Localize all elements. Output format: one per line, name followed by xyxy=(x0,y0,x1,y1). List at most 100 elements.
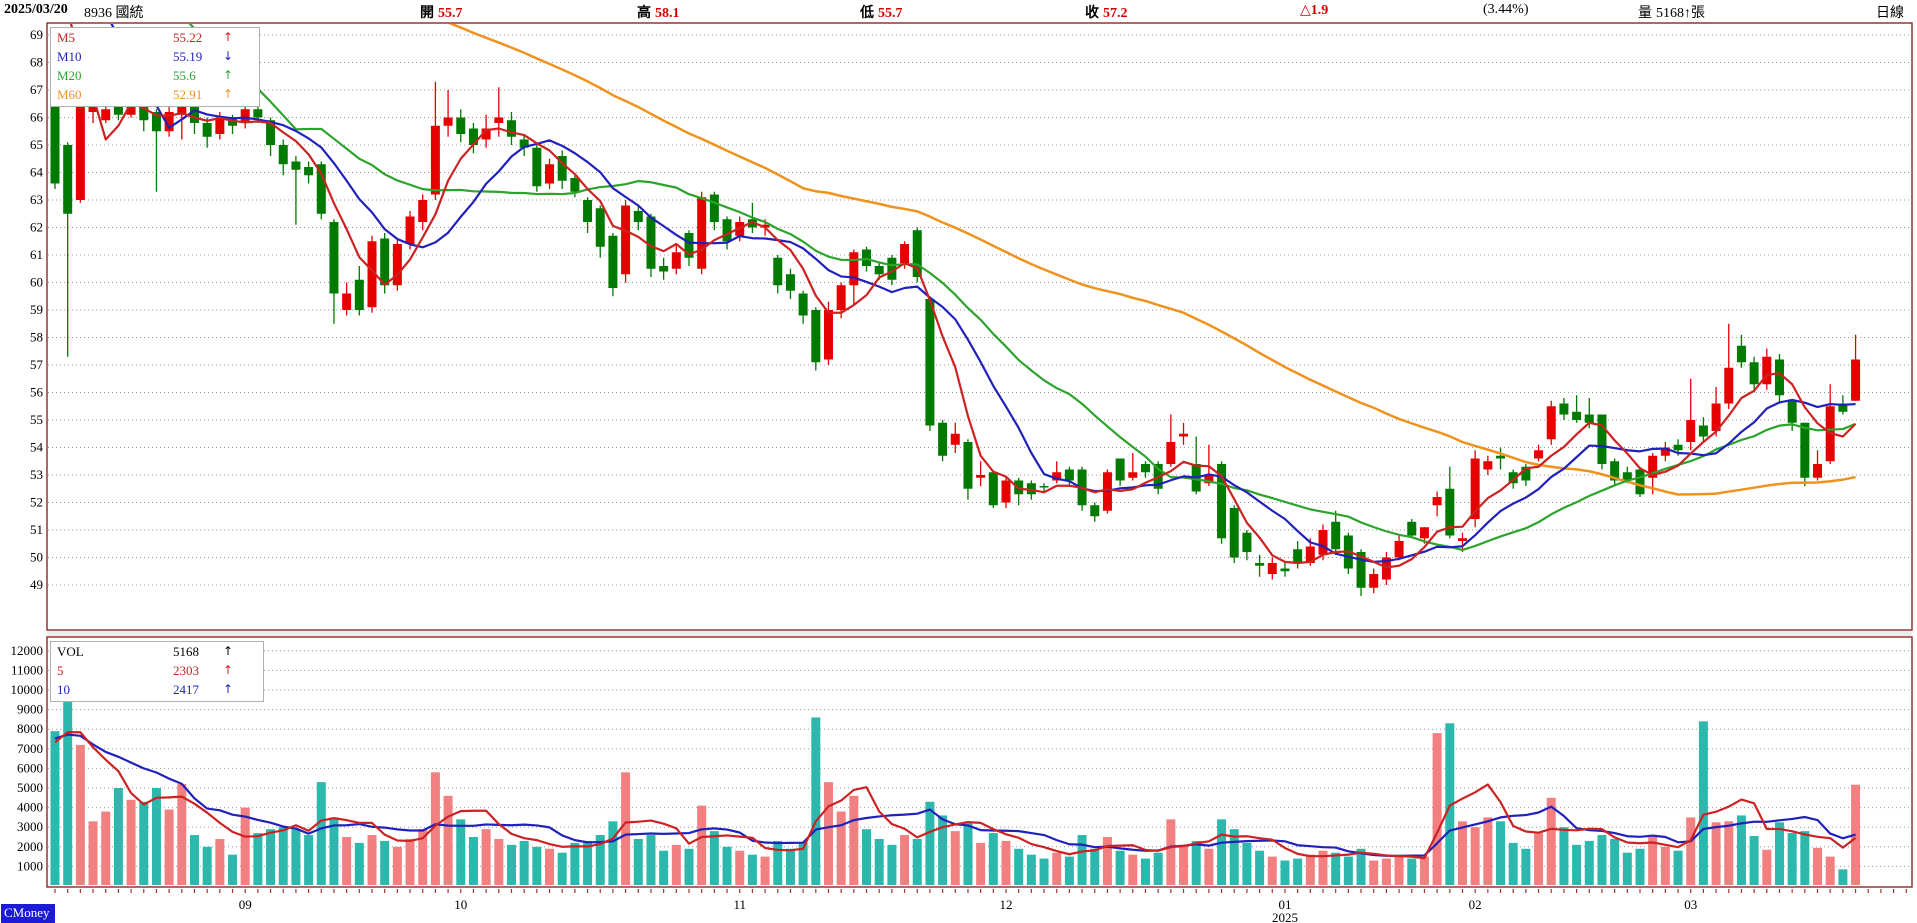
volume-bar xyxy=(823,782,833,885)
volume-bar xyxy=(1394,856,1404,885)
vol-ma5-value: 2303 xyxy=(173,663,199,678)
volume-bar xyxy=(1787,833,1797,885)
candle-up xyxy=(545,164,555,184)
candle-up xyxy=(164,112,174,132)
volume-bar xyxy=(621,772,631,885)
date-label: 2025/03/20 xyxy=(4,2,68,17)
volume-bar xyxy=(1217,819,1227,885)
volume-bar xyxy=(811,717,821,885)
volume-bar xyxy=(392,846,402,885)
candle-up xyxy=(1052,472,1062,481)
low-field: 低 55.7 xyxy=(860,2,903,22)
change-pct: (3.44%) xyxy=(1483,2,1529,17)
candle-down xyxy=(1508,472,1518,484)
ma5-row: M5 55.22 ↑ xyxy=(51,28,259,47)
volume-bar xyxy=(1090,848,1100,885)
up-arrow-icon: ↑ xyxy=(223,68,234,82)
candle-down xyxy=(1293,549,1303,563)
ma5-name: M5 xyxy=(57,30,76,45)
volume-bar xyxy=(1255,850,1265,885)
low-value: 55.7 xyxy=(878,6,903,21)
candle-up xyxy=(392,244,402,286)
volume-bar xyxy=(240,807,250,885)
candle-up xyxy=(75,95,85,200)
candle-up xyxy=(1128,472,1138,478)
month-label: 10 xyxy=(454,897,467,912)
price-axis-label: 53 xyxy=(30,467,43,482)
candle-down xyxy=(595,208,605,247)
volume-bar xyxy=(367,835,377,885)
candle-down xyxy=(1800,422,1810,478)
pane-divider xyxy=(47,631,1912,636)
candle-up xyxy=(1166,442,1176,464)
ma5-value: 55.22 xyxy=(173,30,203,45)
volume-bar xyxy=(316,782,326,885)
volume-bar xyxy=(1673,850,1683,885)
volume-bar xyxy=(1774,822,1784,885)
up-arrow-icon: ↑ xyxy=(223,663,234,677)
candle-down xyxy=(1255,563,1265,566)
volume-bar xyxy=(1293,858,1303,885)
volume-bar xyxy=(747,854,757,885)
volume-bar xyxy=(659,850,669,885)
cmoney-watermark[interactable]: CMoney xyxy=(1,904,55,923)
candle-up xyxy=(101,109,111,121)
volume-bar xyxy=(126,799,136,885)
candle-up xyxy=(849,252,859,286)
volume-bar xyxy=(1813,847,1823,885)
candle-down xyxy=(189,101,199,123)
ticker-label: 8936 國統 xyxy=(84,6,144,21)
volume-bar xyxy=(1191,840,1201,885)
volume-bar xyxy=(1648,837,1658,885)
candle-down xyxy=(988,472,998,506)
candle-up xyxy=(1851,359,1861,401)
volume-bar xyxy=(1445,723,1455,885)
vol-ma10-name: 10 xyxy=(57,682,70,697)
up-arrow-icon: ↑ xyxy=(223,682,234,696)
candle-up xyxy=(1318,530,1328,555)
candle-down xyxy=(709,194,719,222)
volume-bar xyxy=(925,801,935,885)
volume-bar xyxy=(532,846,542,885)
volume-bar xyxy=(1660,846,1670,885)
volume-bar xyxy=(1331,852,1341,885)
candle-down xyxy=(532,147,542,187)
month-label: 11 xyxy=(733,897,746,912)
candle-up xyxy=(1419,527,1429,539)
volume-bar xyxy=(1432,733,1442,885)
candle-up xyxy=(405,216,415,244)
volume-bar xyxy=(456,819,466,885)
volume-label: 量 xyxy=(1638,6,1652,21)
open-value: 55.7 xyxy=(438,6,463,21)
volume-bar xyxy=(1052,852,1062,885)
candle-up xyxy=(1470,458,1480,519)
volume-bar xyxy=(1610,838,1620,885)
candle-down xyxy=(316,164,326,214)
candle-up xyxy=(240,109,250,123)
high-value: 58.1 xyxy=(655,6,680,21)
volume-bar xyxy=(595,835,605,885)
candle-up xyxy=(430,125,440,195)
period-label[interactable]: 日線 xyxy=(1876,6,1904,21)
volume-bar xyxy=(1762,849,1772,885)
price-axis-label: 63 xyxy=(30,192,43,207)
volume-bar xyxy=(849,795,859,885)
volume-bar xyxy=(506,844,516,885)
volume-bar xyxy=(1115,850,1125,885)
candle-down xyxy=(1559,403,1569,415)
ma-legend: M5 55.22 ↑ M10 55.19 ↓ M20 55.6 ↑ M60 52… xyxy=(50,27,260,107)
candle-up xyxy=(950,433,960,445)
price-axis-label: 59 xyxy=(30,302,43,317)
volume-bar xyxy=(722,846,732,885)
volume-bar xyxy=(1407,858,1417,885)
price-pane[interactable] xyxy=(46,22,1913,631)
candle-down xyxy=(1521,466,1531,481)
up-arrow-icon: ↑ xyxy=(223,87,234,101)
candle-up xyxy=(1813,464,1823,478)
volume-bar xyxy=(1179,844,1189,885)
volume-bar xyxy=(1102,837,1112,885)
candle-up xyxy=(1394,541,1404,558)
volume-bar xyxy=(1749,836,1759,885)
volume-bar xyxy=(177,784,187,885)
